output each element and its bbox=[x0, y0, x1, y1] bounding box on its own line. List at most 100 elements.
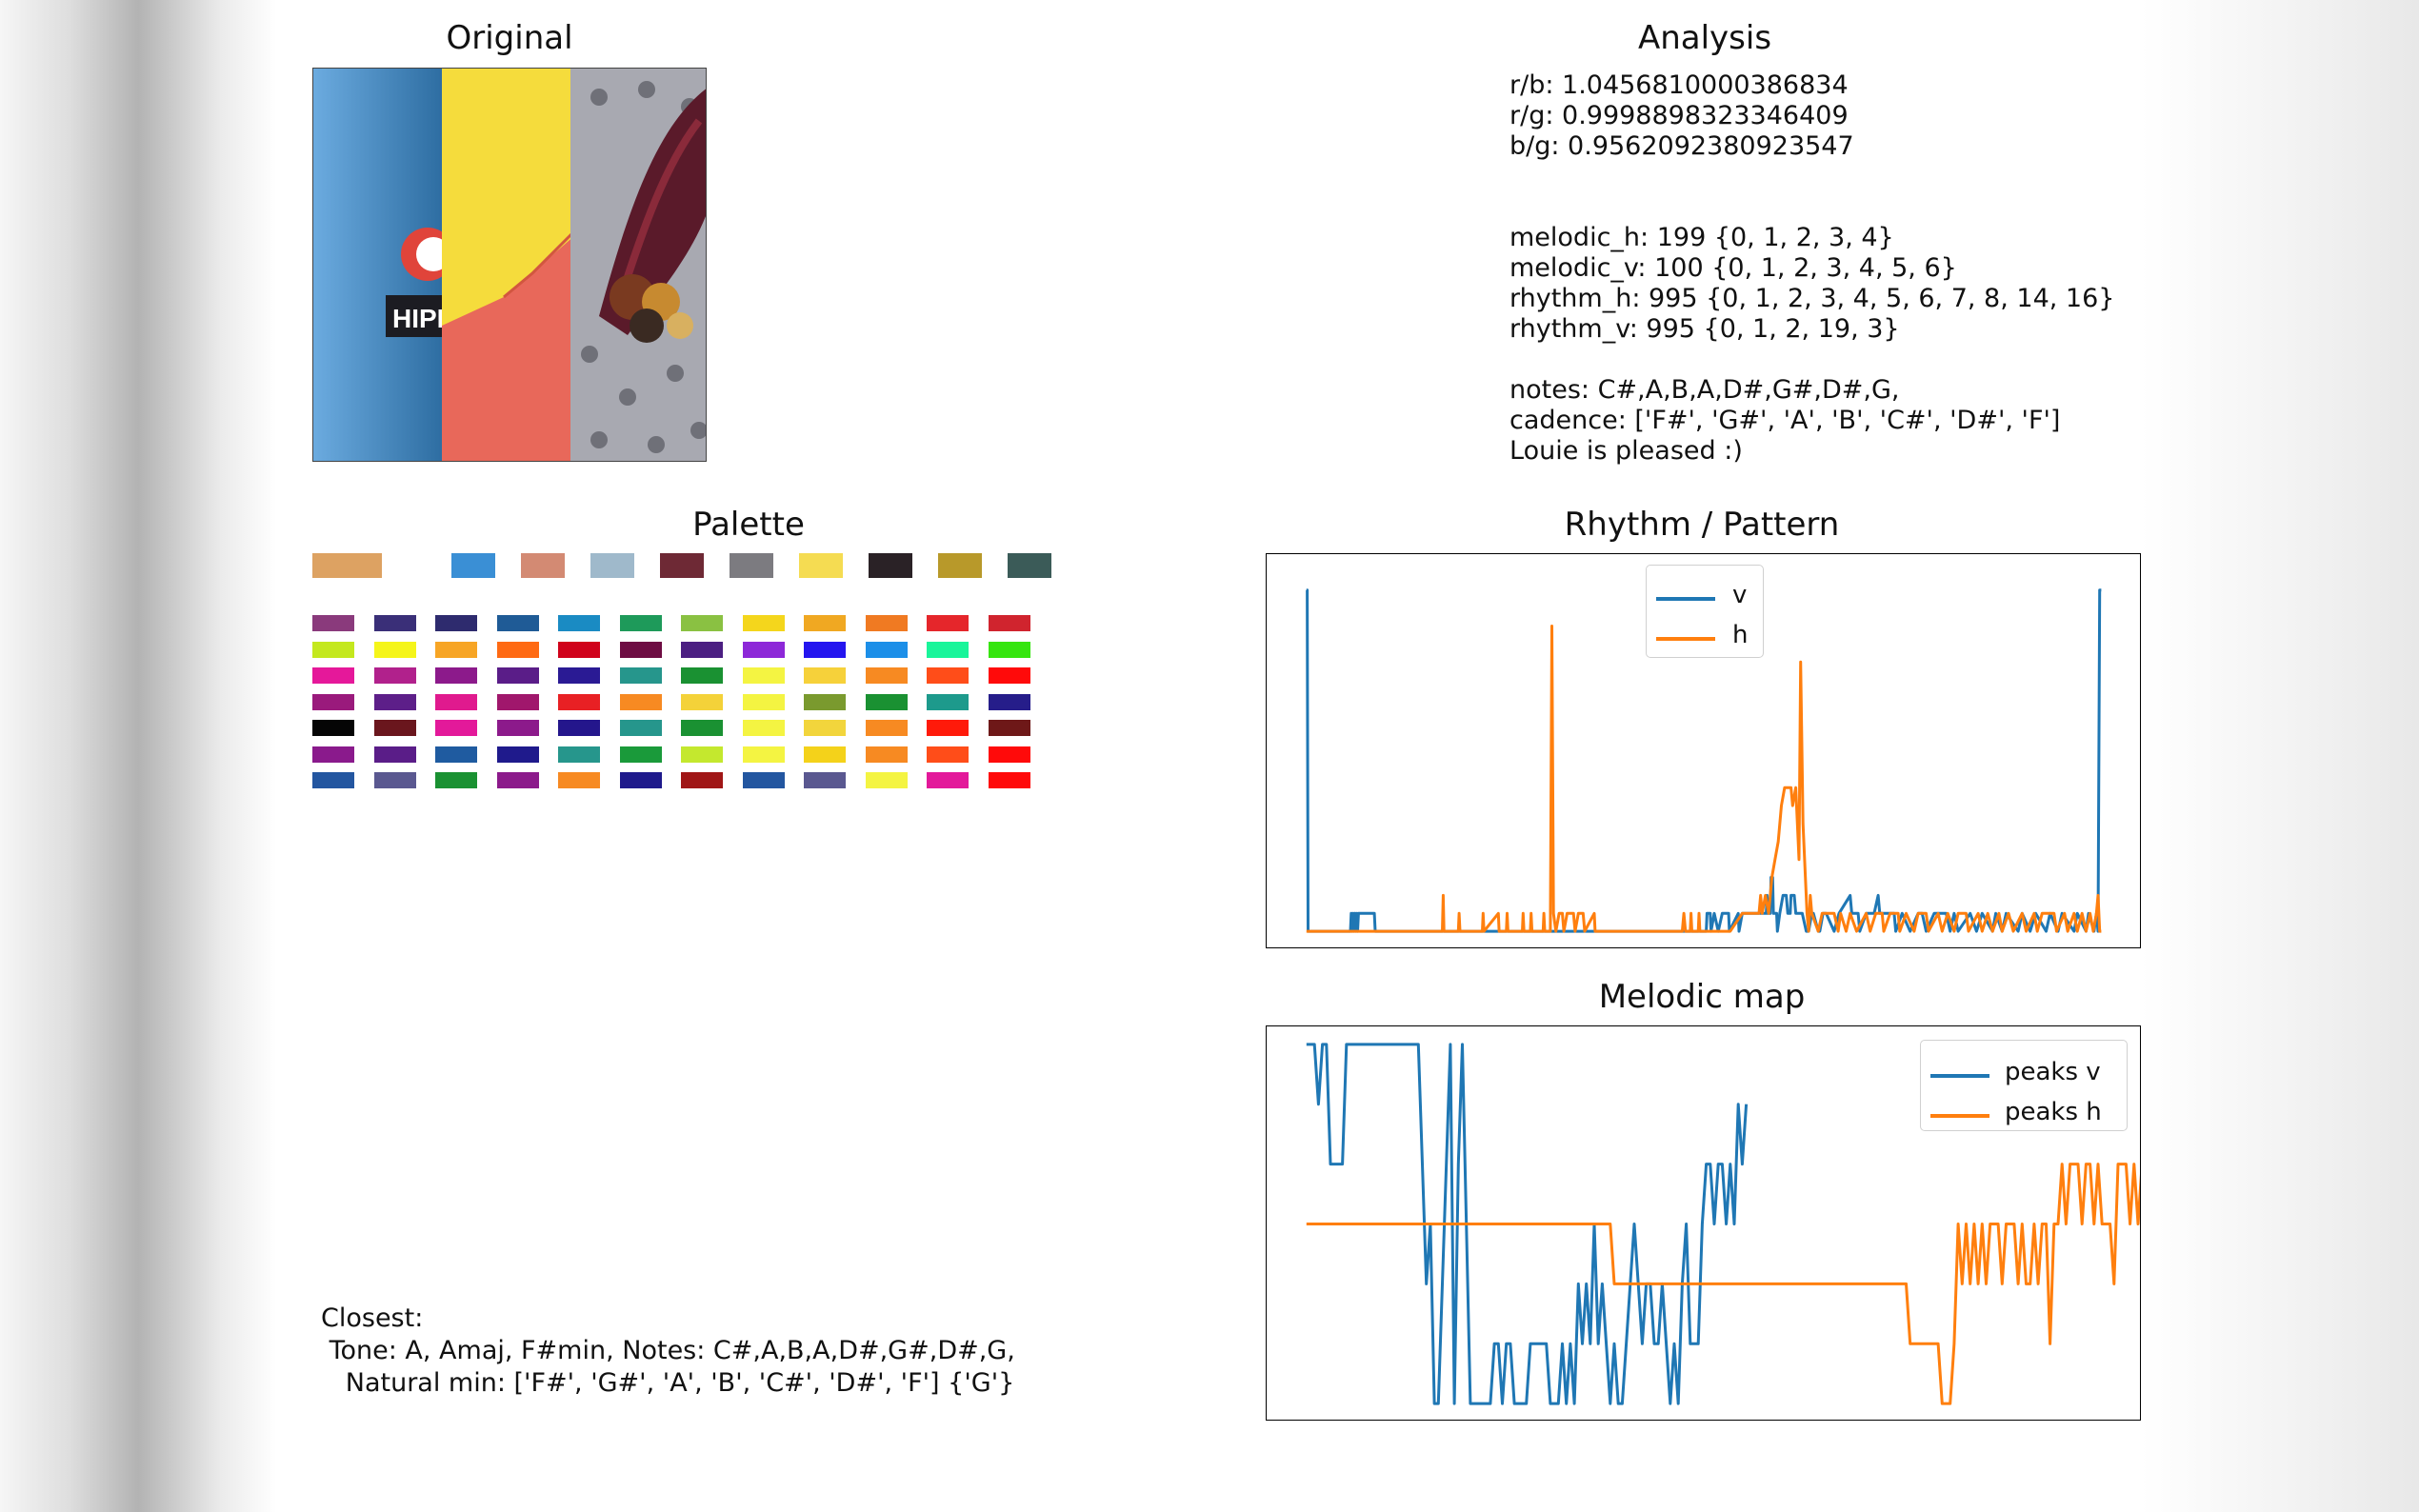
palette-title: Palette bbox=[692, 506, 805, 544]
palette-grid-swatch bbox=[988, 746, 1030, 763]
palette-grid-swatch bbox=[927, 641, 969, 658]
palette-grid-swatch bbox=[927, 615, 969, 631]
palette-main-swatch bbox=[1008, 553, 1051, 578]
palette-grid-swatch bbox=[496, 720, 539, 736]
series-line-peaks-h bbox=[1306, 1163, 2140, 1405]
palette-grid-swatch bbox=[496, 615, 539, 631]
legend-swatch-peaks-v bbox=[1930, 1074, 1989, 1078]
palette-grid-swatch bbox=[435, 693, 477, 710]
palette-grid-swatch bbox=[619, 746, 662, 763]
analysis-text: r/b: 1.0456810000386834 r/g: 0.9998898323… bbox=[1509, 70, 2114, 467]
palette-grid-swatch bbox=[435, 746, 477, 763]
palette-grid-swatch bbox=[865, 772, 908, 788]
palette-grid-swatch bbox=[619, 720, 662, 736]
analysis-line: melodic_v: 100 {0, 1, 2, 3, 4, 5, 6} bbox=[1509, 253, 1957, 283]
analysis-line: rhythm_v: 995 {0, 1, 2, 19, 3} bbox=[1509, 314, 1900, 344]
palette-grid-swatch bbox=[496, 641, 539, 658]
legend-label-peaks-v: peaks v bbox=[2005, 1058, 2101, 1086]
palette-grid-swatch bbox=[988, 720, 1030, 736]
palette-grid-swatch bbox=[373, 720, 416, 736]
palette-grid-swatch bbox=[619, 641, 662, 658]
legend-label-v: v bbox=[1732, 581, 1748, 609]
palette-grid-swatch bbox=[742, 615, 785, 631]
closest-line: Natural min: ['F#', 'G#', 'A', 'B', 'C#'… bbox=[321, 1368, 1015, 1398]
analysis-line: notes: C#,A,B,A,D#,G#,D#,G, bbox=[1509, 375, 1900, 405]
palette-grid-swatch bbox=[558, 667, 600, 684]
palette-grid-swatch bbox=[742, 746, 785, 763]
palette-main-swatch bbox=[382, 553, 426, 578]
palette-grid-swatch bbox=[865, 720, 908, 736]
palette-grid-swatch bbox=[373, 772, 416, 788]
palette-grid-swatch bbox=[804, 615, 846, 631]
closest-line: Closest: bbox=[321, 1303, 424, 1333]
palette-main-swatch bbox=[730, 553, 773, 578]
palette-grid-swatch bbox=[373, 615, 416, 631]
analysis-line: rhythm_h: 995 {0, 1, 2, 3, 4, 5, 6, 7, 8… bbox=[1509, 284, 2115, 313]
palette-grid-swatch bbox=[312, 746, 354, 763]
blurred-backdrop-left bbox=[0, 0, 276, 1512]
palette-grid-swatch bbox=[496, 693, 539, 710]
palette-main-swatch bbox=[590, 553, 634, 578]
figure-canvas: Original HIPP bbox=[276, 0, 2141, 1512]
palette-grid-swatch bbox=[496, 746, 539, 763]
palette-grid-swatch bbox=[988, 667, 1030, 684]
palette-grid-swatch bbox=[927, 772, 969, 788]
legend-swatch-peaks-h bbox=[1930, 1114, 1989, 1118]
palette-grid-swatch bbox=[681, 693, 723, 710]
palette-grid-swatch bbox=[804, 641, 846, 658]
closest-text: Closest: Tone: A, Amaj, F#min, Notes: C#… bbox=[321, 1303, 1015, 1400]
palette-grid-swatch bbox=[681, 772, 723, 788]
palette-grid-swatch bbox=[558, 746, 600, 763]
palette-grid-swatch bbox=[804, 720, 846, 736]
palette-grid-swatch bbox=[742, 641, 785, 658]
legend-swatch-h bbox=[1656, 637, 1715, 641]
analysis-line: cadence: ['F#', 'G#', 'A', 'B', 'C#', 'D… bbox=[1509, 406, 2061, 435]
analysis-line bbox=[1509, 345, 2114, 375]
palette-grid-swatch bbox=[373, 746, 416, 763]
palette-main-swatch bbox=[799, 553, 843, 578]
palette-grid-swatch bbox=[312, 693, 354, 710]
analysis-line: b/g: 0.9562092380923547 bbox=[1509, 131, 1854, 161]
palette-grid-swatch bbox=[804, 746, 846, 763]
palette-grid-swatch bbox=[865, 641, 908, 658]
rhythm-legend: v h bbox=[1646, 565, 1764, 658]
palette-grid-swatch bbox=[988, 615, 1030, 631]
palette-grid-swatch bbox=[865, 693, 908, 710]
palette-grid-swatch bbox=[804, 772, 846, 788]
palette-grid-swatch bbox=[496, 772, 539, 788]
palette-grid-swatch bbox=[681, 720, 723, 736]
original-image: HIPP bbox=[312, 68, 707, 462]
palette-grid-swatch bbox=[865, 667, 908, 684]
legend-label-peaks-h: peaks h bbox=[2005, 1098, 2102, 1126]
rhythm-title: Rhythm / Pattern bbox=[1564, 506, 1840, 544]
palette-grid-swatch bbox=[619, 693, 662, 710]
palette-grid-swatch bbox=[619, 772, 662, 788]
palette-grid-swatch bbox=[435, 641, 477, 658]
palette-grid-swatch bbox=[988, 693, 1030, 710]
palette-grid-swatch bbox=[373, 641, 416, 658]
palette-grid-swatch bbox=[312, 641, 354, 658]
rhythm-chart: v h bbox=[1266, 553, 2141, 948]
palette-main-swatch bbox=[451, 553, 495, 578]
palette-grid-swatch bbox=[681, 641, 723, 658]
analysis-title: Analysis bbox=[1637, 19, 1772, 57]
analysis-line: Louie is pleased :) bbox=[1509, 436, 1743, 466]
palette-grid-swatch bbox=[373, 667, 416, 684]
analysis-line: r/g: 0.9998898323346409 bbox=[1509, 101, 1849, 130]
palette-grid-swatch bbox=[619, 615, 662, 631]
palette-grid-swatch bbox=[558, 641, 600, 658]
analysis-line bbox=[1509, 162, 2114, 192]
palette-grid-swatch bbox=[312, 720, 354, 736]
series-line-h bbox=[1306, 625, 2102, 933]
palette-grid-swatch bbox=[619, 667, 662, 684]
series-line-peaks-v bbox=[1306, 1043, 1749, 1405]
palette-grid-swatch bbox=[312, 615, 354, 631]
palette-grid-swatch bbox=[558, 615, 600, 631]
melodic-chart: peaks v peaks h bbox=[1266, 1025, 2141, 1421]
palette-grid-swatch bbox=[804, 693, 846, 710]
legend-label-h: h bbox=[1732, 621, 1749, 649]
palette-main-swatch bbox=[521, 553, 565, 578]
palette-grid-swatch bbox=[558, 693, 600, 710]
palette-grid-swatch bbox=[988, 641, 1030, 658]
palette-grid-swatch bbox=[435, 667, 477, 684]
